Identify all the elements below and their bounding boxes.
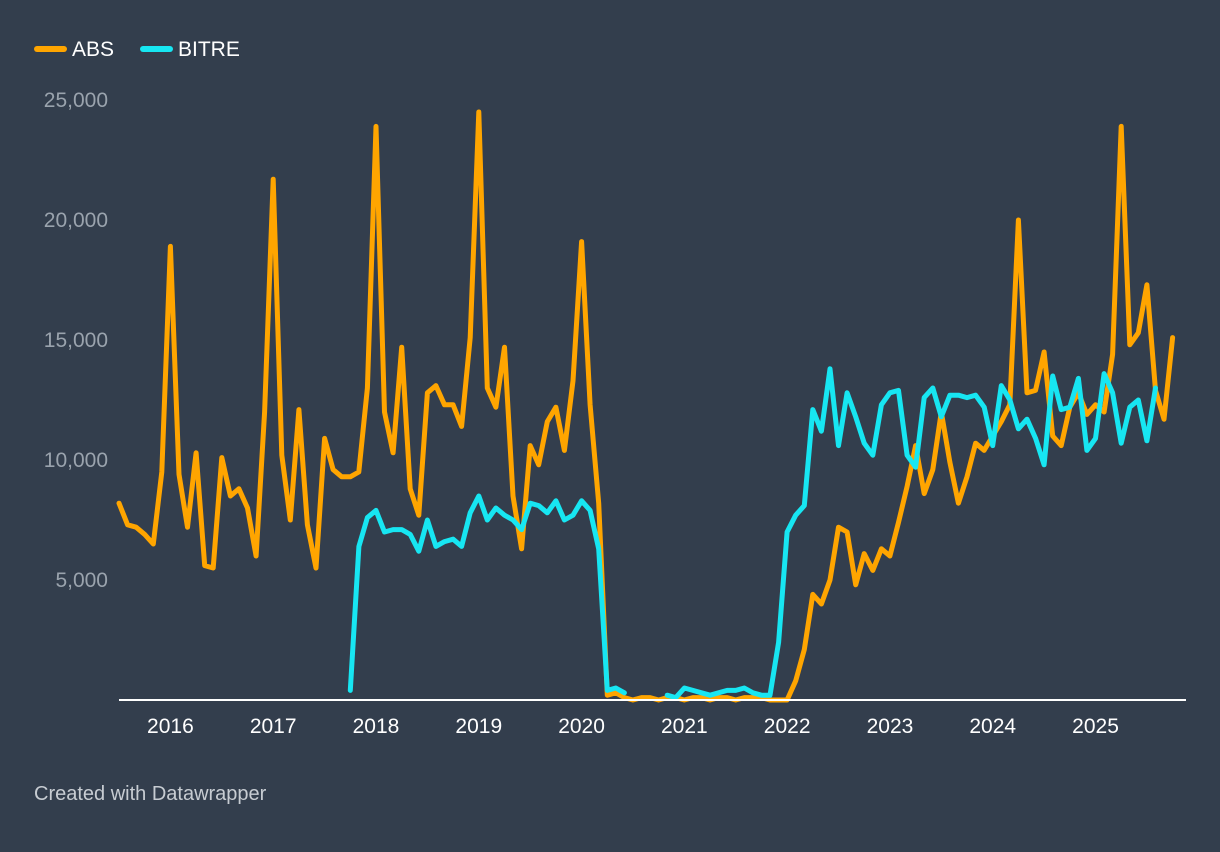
x-tick-label: 2019 <box>455 715 502 738</box>
y-tick-label: 15,000 <box>44 329 108 352</box>
legend-label-abs: ABS <box>72 38 114 61</box>
y-tick-label: 25,000 <box>44 89 108 112</box>
y-tick-label: 10,000 <box>44 449 108 472</box>
legend-item-abs[interactable]: ABS <box>34 38 114 61</box>
x-tick-label: 2018 <box>353 715 400 738</box>
legend: ABS BITRE <box>34 38 240 61</box>
series-line-bitre <box>347 366 1158 701</box>
footer-credit: Created with Datawrapper <box>34 783 267 805</box>
x-tick-label: 2021 <box>661 715 708 738</box>
x-tick-label: 2024 <box>969 715 1016 738</box>
x-tick-label: 2016 <box>147 715 194 738</box>
y-axis-ticks: 5,000 10,000 15,000 20,000 25,000 <box>44 89 108 592</box>
legend-label-bitre: BITRE <box>178 38 240 61</box>
y-tick-label: 20,000 <box>44 209 108 232</box>
x-axis-ticks: 2016 2017 2018 2019 2020 2021 2022 2023 2024 2025 <box>147 715 1119 738</box>
x-tick-label: 2020 <box>558 715 605 738</box>
legend-item-bitre[interactable]: BITRE <box>140 38 240 61</box>
series-line-abs <box>116 109 1176 703</box>
x-tick-label: 2022 <box>764 715 811 738</box>
x-tick-label: 2025 <box>1072 715 1119 738</box>
x-tick-label: 2017 <box>250 715 297 738</box>
y-tick-label: 5,000 <box>55 569 108 592</box>
x-tick-label: 2023 <box>867 715 914 738</box>
series-layer <box>116 109 1176 703</box>
